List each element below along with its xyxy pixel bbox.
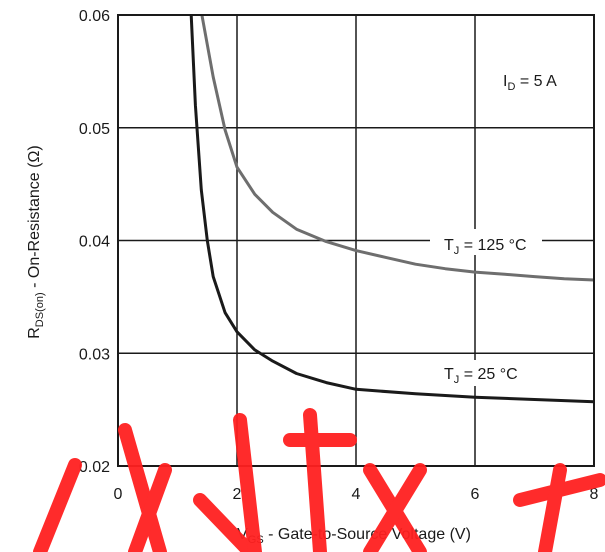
x-tick-label: 6 bbox=[471, 486, 480, 503]
series-label-25: TJ = 25 °C bbox=[444, 366, 518, 386]
y-tick-label: 0.05 bbox=[79, 121, 110, 138]
y-tick-labels: 0.02 0.03 0.04 0.05 0.06 bbox=[79, 8, 110, 476]
x-tick-label: 2 bbox=[233, 486, 242, 503]
y-tick-label: 0.06 bbox=[79, 8, 110, 25]
plot-frame bbox=[117, 14, 595, 467]
y-axis-title: RDS(on) - On-Resistance (Ω) bbox=[26, 145, 46, 339]
x-tick-label: 8 bbox=[590, 486, 599, 503]
series-label-125: TJ = 125 °C bbox=[444, 237, 527, 257]
condition-label: ID = 5 A bbox=[503, 73, 557, 93]
y-tick-label: 0.04 bbox=[79, 234, 110, 251]
series-label-bg-125 bbox=[430, 229, 542, 255]
x-tick-label: 4 bbox=[352, 486, 361, 503]
x-axis-title: VGS - Gate-to-Source Voltage (V) bbox=[237, 526, 471, 546]
condition-bg bbox=[496, 64, 590, 94]
watermark bbox=[33, 408, 605, 552]
series-label-bg-25 bbox=[432, 360, 542, 386]
x-tick-labels: 0 2 4 6 8 bbox=[114, 486, 599, 503]
y-tick-label: 0.03 bbox=[79, 346, 110, 363]
series-line-125c bbox=[200, 14, 595, 282]
series-line-25c bbox=[189, 14, 595, 404]
curves bbox=[189, 14, 595, 404]
y-tick-label: 0.02 bbox=[79, 459, 110, 476]
x-tick-label: 0 bbox=[114, 486, 123, 503]
